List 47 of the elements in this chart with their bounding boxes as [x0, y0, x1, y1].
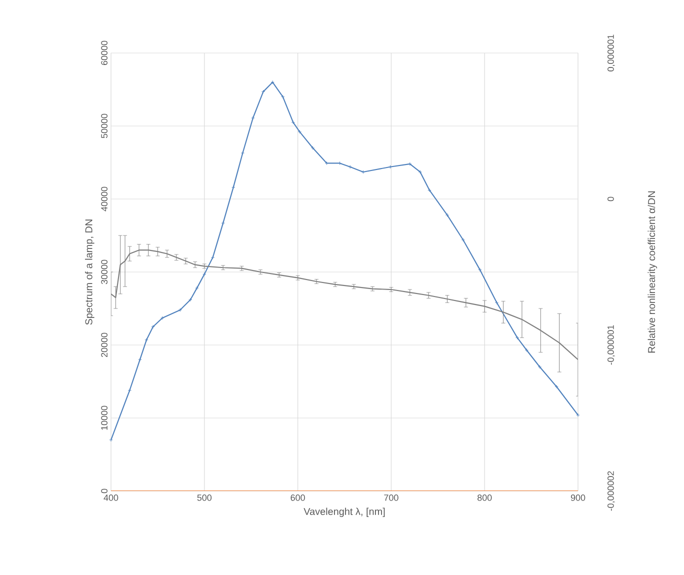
point [202, 272, 206, 276]
y-tick-label: 20000 [101, 332, 108, 358]
x-tick-label: 900 [570, 494, 586, 501]
y-axis-title: Spectrum of a lamp, DN [85, 220, 94, 325]
y2-tick-label: 0,000001 [608, 34, 615, 72]
point [178, 308, 182, 312]
x-tick-label: 400 [104, 494, 118, 501]
y-tick-label: 50000 [101, 114, 108, 138]
point [298, 130, 302, 134]
point [310, 146, 315, 150]
point [408, 162, 412, 166]
point [494, 300, 499, 305]
point [270, 80, 274, 84]
y2-tick-label: 0 [608, 196, 614, 202]
point [240, 151, 245, 155]
point [151, 324, 155, 329]
y-tick-label: 40000 [101, 186, 108, 212]
point [445, 213, 450, 217]
y2-tick-label: -0,000002 [608, 471, 615, 511]
point [210, 256, 215, 260]
y-tick-label: 60000 [101, 40, 108, 66]
point [538, 365, 542, 369]
x-tick-label: 700 [384, 494, 398, 501]
y2-axis-title: Relative nonlinearity coefficient α/DN [648, 191, 658, 353]
point [418, 170, 422, 174]
point [195, 286, 199, 290]
point [428, 188, 432, 192]
x-axis-title: Vavelenght λ, [nm] [304, 508, 385, 517]
point [138, 358, 142, 362]
point [188, 298, 192, 302]
point [160, 316, 164, 320]
point [554, 384, 558, 388]
y-tick-label: 10000 [101, 406, 108, 430]
x-tick-label: 500 [197, 494, 212, 501]
point [144, 338, 148, 342]
point [515, 336, 520, 340]
y-tick-label: 0 [101, 488, 108, 494]
point [478, 268, 482, 272]
point [232, 185, 236, 190]
x-tick-label: 600 [290, 494, 305, 501]
point [261, 90, 266, 94]
point [281, 94, 285, 99]
y2-tick-label: -0,000001 [608, 325, 615, 365]
point [361, 170, 366, 174]
x-tick-label: 800 [478, 494, 492, 501]
y-tick-label: 30000 [101, 260, 108, 284]
point [251, 116, 255, 120]
